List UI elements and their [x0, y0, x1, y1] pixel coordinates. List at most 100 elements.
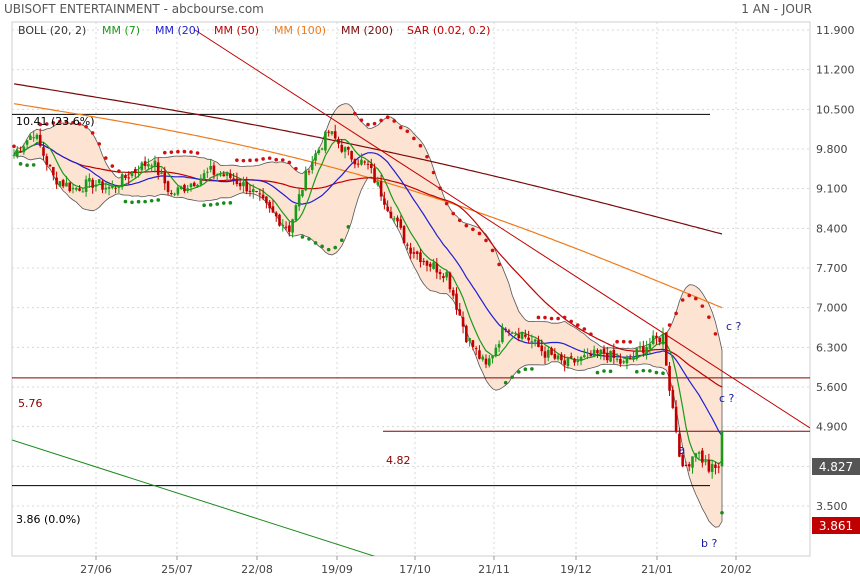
period-label: 1 AN - JOUR: [741, 2, 812, 16]
x-tick-label: 27/06: [80, 563, 112, 576]
sar-dot: [412, 136, 416, 141]
candle-body: [156, 162, 160, 175]
sar-dot: [575, 323, 580, 327]
candle-body: [38, 134, 42, 146]
candle-body: [415, 251, 419, 254]
candle-body: [304, 170, 308, 191]
candle-body: [409, 247, 412, 254]
candle-body: [320, 148, 324, 150]
candle-body: [461, 317, 465, 327]
candle-body: [71, 187, 75, 190]
candle-body: [166, 181, 170, 192]
candle-body: [389, 211, 393, 219]
candle-body: [658, 337, 662, 343]
candle-body: [543, 351, 547, 358]
candle-body: [468, 337, 471, 342]
y-tick-label: 5.600: [816, 381, 848, 394]
candle-body: [199, 178, 203, 185]
sar-dot: [654, 370, 659, 375]
candle-body: [186, 188, 190, 191]
candle-body: [455, 293, 458, 310]
candle-body: [533, 339, 537, 342]
candle-body: [560, 354, 563, 361]
candle-body: [360, 159, 363, 165]
candle-body: [599, 349, 603, 355]
x-tick-label: 21/11: [478, 563, 510, 576]
candle-body: [35, 134, 39, 139]
candle-body: [694, 453, 698, 458]
candle-body: [471, 340, 475, 347]
candle-body: [183, 184, 186, 192]
sar-dot: [202, 203, 206, 208]
sar-dot: [248, 158, 252, 163]
candle-body: [153, 160, 157, 167]
sar-dot: [457, 218, 462, 223]
sar-dot: [569, 319, 574, 324]
sar-dot: [405, 129, 410, 134]
candle-body: [281, 224, 285, 227]
y-tick-label: 10.500: [816, 103, 855, 116]
sar-dot: [176, 149, 180, 154]
candle-body: [347, 146, 350, 150]
candle-body: [448, 272, 452, 290]
candle-body: [353, 159, 357, 165]
sar-dot: [490, 248, 495, 253]
resistance-trendline: [194, 29, 810, 429]
plot-content: [12, 29, 810, 556]
sar-dot: [516, 370, 521, 374]
candle-body: [497, 344, 501, 348]
candle-body: [396, 217, 399, 222]
candle-body: [84, 179, 88, 192]
candle-body: [25, 140, 29, 145]
candle-body: [15, 150, 19, 157]
sar-dot: [287, 160, 292, 165]
candle-body: [81, 191, 85, 193]
sar-dot: [294, 166, 298, 171]
low-price-text: 3.861: [819, 519, 853, 533]
sar-dot: [64, 120, 69, 124]
wave-c-label: c ?: [719, 392, 735, 405]
candle-body: [376, 181, 380, 185]
candle-body: [484, 358, 488, 365]
candle-body: [520, 332, 524, 339]
legend-item: MM (100): [274, 24, 326, 37]
sar-dot: [425, 154, 429, 159]
sar-dot: [628, 340, 633, 344]
candle-body: [406, 244, 409, 246]
candle-body: [140, 162, 144, 171]
candle-body: [530, 341, 534, 343]
sar-dot: [241, 158, 246, 163]
last-price-text: 4.827: [819, 460, 853, 474]
candle-body: [402, 226, 406, 244]
candle-body: [324, 131, 327, 151]
candle-body: [192, 182, 196, 187]
candle-body: [576, 360, 580, 363]
candle-body: [297, 194, 301, 207]
sar-dot: [149, 198, 154, 203]
candle-body: [605, 352, 609, 361]
candle-body: [642, 346, 645, 353]
sar-dot: [523, 367, 528, 372]
level-482-label: 4.82: [386, 454, 411, 467]
sar-dot: [58, 119, 62, 124]
ma200-line: [13, 83, 723, 235]
sar-dot: [713, 332, 718, 336]
sar-dot: [497, 262, 501, 267]
y-tick-label: 8.400: [816, 222, 848, 235]
sar-dot: [162, 150, 167, 155]
candle-body: [120, 174, 124, 188]
x-tick-label: 20/02: [720, 563, 752, 576]
candle-body: [261, 194, 265, 199]
candle-body: [222, 174, 226, 177]
candle-body: [602, 348, 606, 354]
candle-body: [615, 358, 619, 360]
sar-dot: [661, 371, 665, 375]
sar-dot: [615, 339, 619, 344]
candle-body: [655, 335, 658, 338]
fib-0-label: 3.86 (0.0%): [16, 513, 81, 526]
candle-body: [12, 154, 16, 156]
candle-body: [301, 189, 304, 197]
candle-body: [143, 161, 147, 166]
sar-dots: [12, 111, 724, 515]
sar-dot: [720, 510, 724, 515]
